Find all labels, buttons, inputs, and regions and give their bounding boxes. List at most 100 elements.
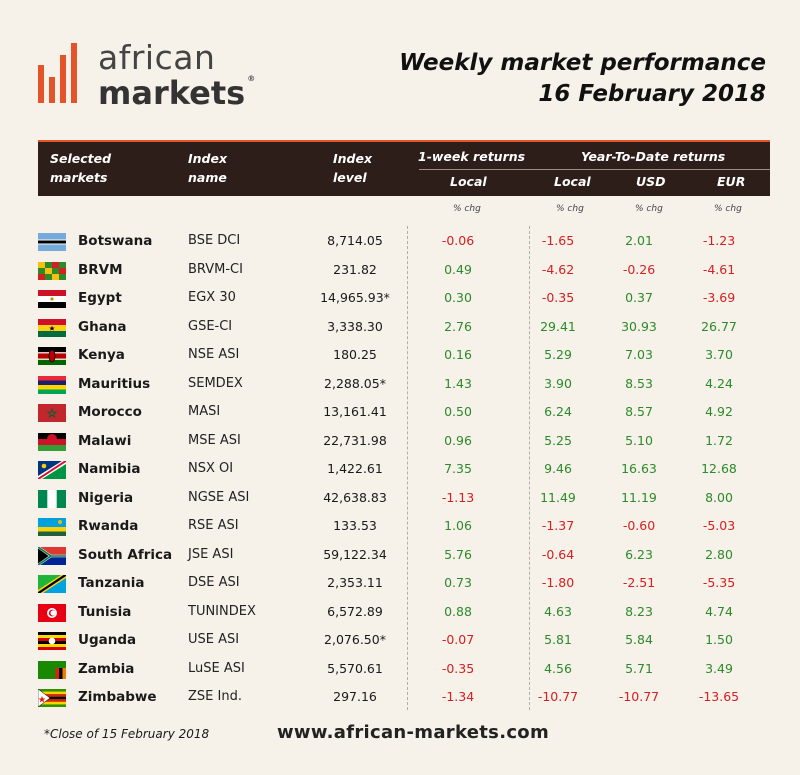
ytd-local-return: -0.35 <box>541 290 575 305</box>
index-level: 8,714.05 <box>327 233 383 248</box>
index-name: RSE ASI <box>188 518 239 533</box>
table-row: Uganda USE ASI 2,076.50* -0.07 5.81 5.84 1.50 <box>38 626 770 654</box>
index-level: 2,288.05* <box>324 375 386 391</box>
ytd-local-return: 5.25 <box>544 432 572 448</box>
table-row: Namibia NSX OI 1,422.61 7.35 9.46 16.63 12.68 <box>38 455 770 483</box>
week-return: 0.73 <box>444 575 472 590</box>
index-level: 5,570.61 <box>327 660 383 676</box>
ytd-usd-return: 11.19 <box>621 489 657 505</box>
zambia-flag-icon <box>38 660 66 679</box>
table-row: Zambia LuSE ASI 5,570.61 -0.35 4.56 5.71 3.49 <box>38 655 770 683</box>
week-return: 1.06 <box>444 518 472 533</box>
logo-bars-icon <box>38 43 82 103</box>
malawi-flag-icon <box>38 432 66 451</box>
ytd-usd-return: 16.63 <box>621 461 657 476</box>
brand-name-line1: african <box>98 38 216 77</box>
ytd-usd-return: 6.23 <box>625 546 653 562</box>
index-name: JSE ASI <box>188 546 234 562</box>
index-level: 297.16 <box>333 689 377 704</box>
index-name: BRVM-CI <box>188 261 243 277</box>
week-return: 0.16 <box>444 347 472 362</box>
accent-divider <box>38 140 770 142</box>
index-name: EGX 30 <box>188 290 236 305</box>
unit-eur: % chg <box>714 204 742 214</box>
index-level: 59,122.34 <box>323 546 387 562</box>
table-row: Rwanda RSE ASI 133.53 1.06 -1.37 -0.60 -5.03 <box>38 512 770 540</box>
country-name: Nigeria <box>78 489 134 506</box>
ytd-eur-return: 4.92 <box>705 404 733 419</box>
index-name: NGSE ASI <box>188 489 250 505</box>
ytd-local-return: 3.90 <box>544 375 572 391</box>
week-return: 0.96 <box>444 432 472 448</box>
ytd-local-return: -10.77 <box>537 689 579 704</box>
ytd-eur-return: 4.74 <box>705 603 733 619</box>
country-name: South Africa <box>78 546 173 563</box>
table-row: Egypt EGX 30 14,965.93* 0.30 -0.35 0.37 -3.69 <box>38 284 770 312</box>
index-name: ZSE Ind. <box>188 689 242 704</box>
index-level: 180.25 <box>333 347 377 362</box>
ytd-usd-return: 5.10 <box>625 432 653 448</box>
ytd-local-return: 29.41 <box>540 318 576 334</box>
footnote: *Close of 15 February 2018 <box>44 727 210 741</box>
country-name: Tanzania <box>78 575 145 591</box>
index-name: SEMDEX <box>188 375 243 391</box>
ytd-local-return: -0.64 <box>541 546 575 562</box>
index-name: LuSE ASI <box>188 660 245 676</box>
ytd-eur-return: 3.49 <box>705 660 733 676</box>
ytd-local-return: 5.29 <box>544 347 572 362</box>
table-row: Ghana GSE-CI 3,338.30 2.76 29.41 30.93 26.77 <box>38 313 770 341</box>
index-name: NSX OI <box>188 461 234 476</box>
ytd-usd-return: 8.57 <box>625 404 653 419</box>
week-return: -0.07 <box>441 632 475 647</box>
ytd-eur-return: -4.61 <box>702 261 736 277</box>
week-return: -0.06 <box>441 233 475 248</box>
ytd-eur-return: 4.24 <box>705 375 733 391</box>
index-name: TUNINDEX <box>188 603 256 619</box>
header-week-returns: 1-week returns <box>418 149 526 164</box>
ytd-eur-return: -1.23 <box>702 233 736 248</box>
ytd-local-return: -1.37 <box>541 518 575 533</box>
week-return: 0.30 <box>444 290 472 305</box>
ytd-local-return: 6.24 <box>544 404 572 419</box>
column-divider-ytd <box>529 226 530 710</box>
ghana-flag-icon <box>38 318 66 337</box>
ytd-usd-return: 30.93 <box>621 318 657 334</box>
header-usd: USD <box>636 174 666 189</box>
ytd-usd-return: -0.26 <box>622 261 656 277</box>
tanzania-flag-icon <box>38 575 66 593</box>
country-name: Malawi <box>78 432 132 449</box>
website-url[interactable]: www.african-markets.com <box>277 722 550 743</box>
mauritius-flag-icon <box>38 375 66 394</box>
index-name: MASI <box>188 404 221 419</box>
header-index-2: name <box>188 170 227 185</box>
week-return: 0.50 <box>444 404 472 419</box>
index-name: BSE DCI <box>188 233 241 248</box>
index-level: 13,161.41 <box>323 404 387 419</box>
botswana-flag-icon <box>38 233 66 251</box>
ytd-eur-return: -5.03 <box>702 518 736 533</box>
country-name: Mauritius <box>78 375 151 392</box>
index-level: 6,572.89 <box>327 603 383 619</box>
ytd-usd-return: -0.60 <box>622 518 656 533</box>
country-name: BRVM <box>78 261 123 278</box>
header-index-1: Index <box>188 151 228 166</box>
ytd-eur-return: 1.72 <box>705 432 733 448</box>
zimbabwe-flag-icon <box>38 689 66 707</box>
table-row: Malawi MSE ASI 22,731.98 0.96 5.25 5.10 1.72 <box>38 427 770 455</box>
unit-usd: % chg <box>635 204 663 214</box>
index-name: MSE ASI <box>188 432 241 448</box>
ytd-usd-return: 8.53 <box>625 375 653 391</box>
header-level-2: level <box>333 170 367 185</box>
namibia-flag-icon <box>38 461 66 479</box>
rwanda-flag-icon <box>38 518 66 536</box>
country-name: Zambia <box>78 660 135 677</box>
index-level: 2,076.50* <box>324 632 386 647</box>
index-level: 133.53 <box>333 518 377 533</box>
week-return: 5.76 <box>444 546 472 562</box>
ytd-eur-return: -5.35 <box>702 575 736 590</box>
index-name: DSE ASI <box>188 575 240 590</box>
page-title: Weekly market performance 16 February 20… <box>399 48 766 110</box>
week-return: -0.35 <box>441 660 475 676</box>
week-return: 7.35 <box>444 461 472 476</box>
table-row: Mauritius SEMDEX 2,288.05* 1.43 3.90 8.53 4.24 <box>38 370 770 398</box>
